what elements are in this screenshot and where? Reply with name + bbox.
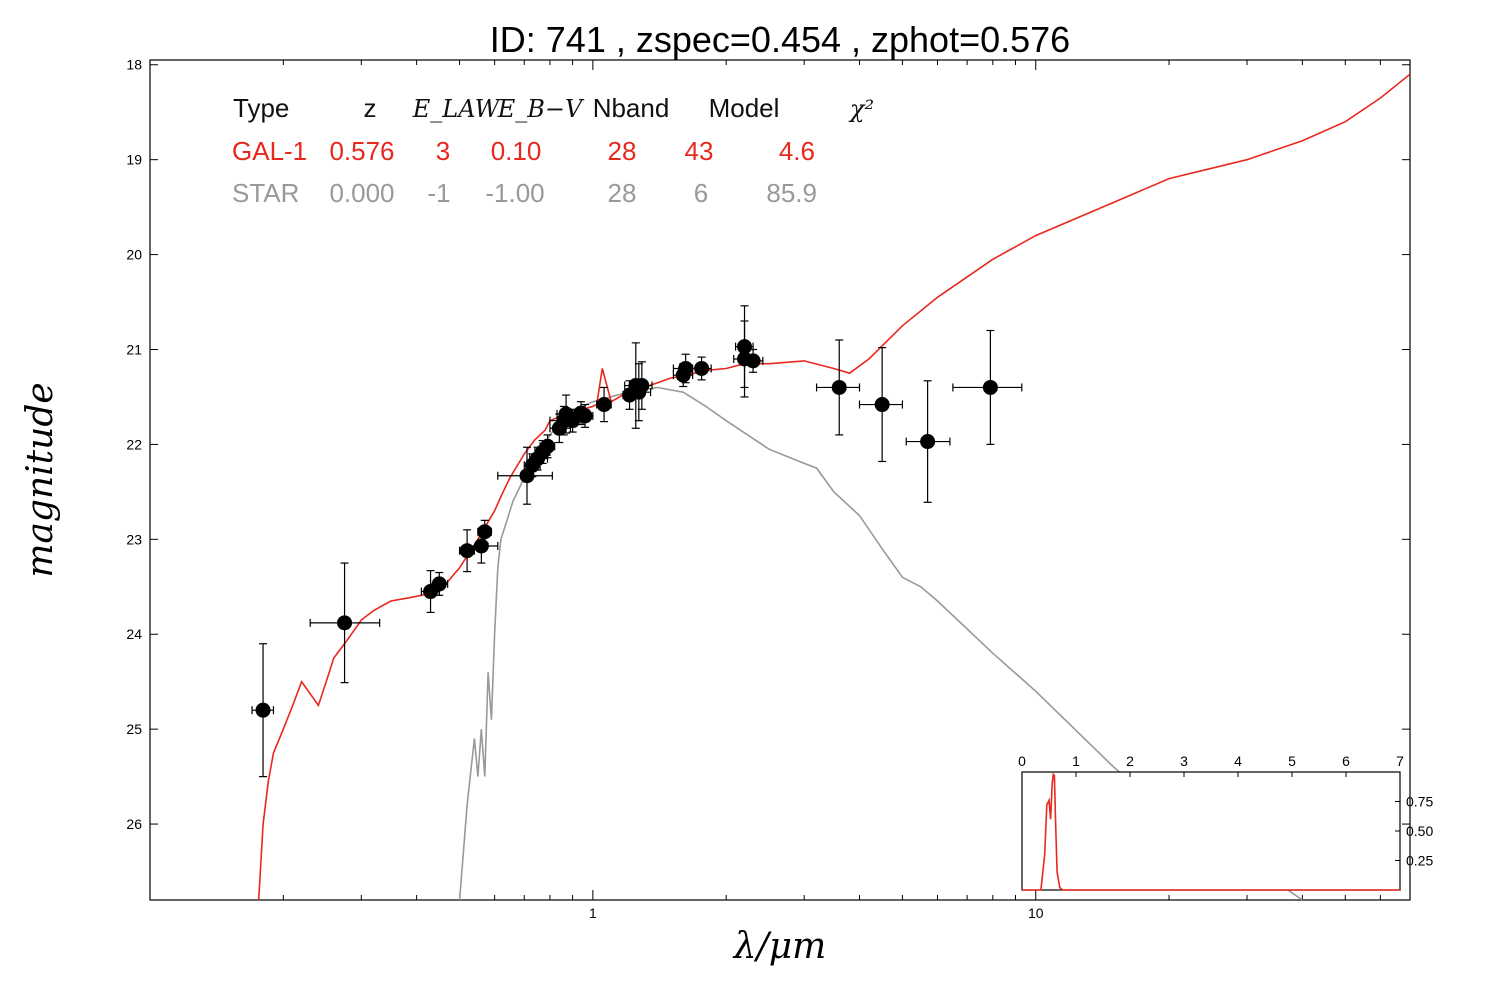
data-point [672,353,698,384]
chart-title: ID: 741 , zspec=0.454 , zphot=0.576 [490,19,1070,60]
data-point [858,346,904,463]
galaxy-elaw: 3 [436,136,450,166]
point-marker [678,360,694,376]
inset-y-tick-label: 0.50 [1406,823,1433,839]
data-point [429,571,449,596]
point-marker [634,378,650,394]
inset-x-tick-label: 6 [1342,753,1350,769]
y-axis-title: magnitude [20,382,61,577]
data-point [549,413,572,444]
inset-x-tick-label: 1 [1072,753,1080,769]
fit-table: Type z E_LAW E_B−V Nband Model χ² GAL-1 … [232,93,874,208]
y-tick-label: 24 [126,626,142,642]
x-axis-title: λ/μm [732,926,826,967]
star-ebv: -1.00 [485,178,544,208]
inset-pdz-line [1022,772,1400,891]
data-point [630,361,653,410]
y-tick-label: 22 [126,436,142,452]
point-marker [596,397,612,413]
y-tick-label: 25 [126,721,142,737]
data-point [692,356,712,381]
star-elaw: -1 [427,178,450,208]
data-point [905,380,951,503]
header-nband: Nband [593,93,670,123]
header-type: Type [233,93,289,123]
x-axis: 1 10 [149,60,1411,921]
fit-row-galaxy: GAL-1 0.576 3 0.10 28 43 4.6 [232,136,815,166]
point-marker [473,538,489,554]
data-point [952,329,1023,446]
fit-table-header: Type z E_LAW E_B−V Nband Model χ² [233,93,874,123]
data-point [466,528,499,564]
x-tick-label: 1 [589,905,597,921]
point-marker [255,702,271,718]
data-point [596,386,612,423]
point-marker [694,360,710,376]
point-marker [745,353,761,369]
point-marker [459,543,475,559]
header-ebv: E_B−V [497,95,585,123]
star-type: STAR [232,178,299,208]
point-marker [337,615,353,631]
data-point [458,529,475,573]
galaxy-z: 0.576 [329,136,394,166]
inset-curve [1022,772,1400,891]
point-marker [540,438,556,454]
data-point [576,403,594,428]
inset-y-axis: 0.25 0.50 0.75 [1395,794,1433,869]
inset-x-axis: 0 1 2 3 4 5 6 7 [1018,753,1404,777]
y-tick-label: 19 [126,152,142,168]
galaxy-nband: 28 [608,136,637,166]
inset-y-tick-label: 0.75 [1406,794,1433,810]
y-tick-label: 18 [126,57,142,73]
pdz-inset: 0 1 2 3 4 5 6 7 0.25 0.50 0.75 [1018,753,1433,891]
inset-background [1021,771,1401,891]
y-tick-label: 23 [126,531,142,547]
fit-row-star: STAR 0.000 -1 -1.00 28 6 85.9 [232,178,817,208]
star-nband: 28 [608,178,637,208]
inset-x-tick-label: 0 [1018,753,1026,769]
point-marker [577,408,593,424]
inset-x-tick-label: 2 [1126,753,1134,769]
y-tick-label: 21 [126,341,142,357]
data-point [539,434,556,459]
data-point [420,570,440,614]
inset-x-tick-label: 3 [1180,753,1188,769]
point-marker [982,379,998,395]
header-elaw: E_LAW [412,95,502,123]
point-marker [477,524,493,540]
inset-x-tick-label: 5 [1288,753,1296,769]
point-marker [431,576,447,592]
star-chi2: 85.9 [766,178,817,208]
data-point [309,562,381,684]
point-marker [874,397,890,413]
y-tick-label: 26 [126,816,142,832]
data-point [251,643,275,778]
point-marker [920,434,936,450]
header-model: Model [709,93,780,123]
star-model: 6 [694,178,708,208]
observed-points [251,305,1023,778]
galaxy-ebv: 0.10 [491,136,542,166]
header-z: z [364,93,377,123]
point-marker [831,379,847,395]
galaxy-model: 43 [685,136,714,166]
y-tick-label: 20 [126,247,142,263]
data-point [742,348,764,373]
galaxy-type: GAL-1 [232,136,307,166]
inset-x-tick-label: 4 [1234,753,1242,769]
data-point [815,339,861,436]
header-chi2: χ² [848,95,874,123]
plot-frame [149,59,1411,901]
inset-x-tick-label: 7 [1396,753,1404,769]
galaxy-chi2: 4.6 [779,136,815,166]
inset-y-tick-label: 0.25 [1406,853,1433,869]
star-z: 0.000 [329,178,394,208]
x-tick-label: 10 [1028,905,1044,921]
